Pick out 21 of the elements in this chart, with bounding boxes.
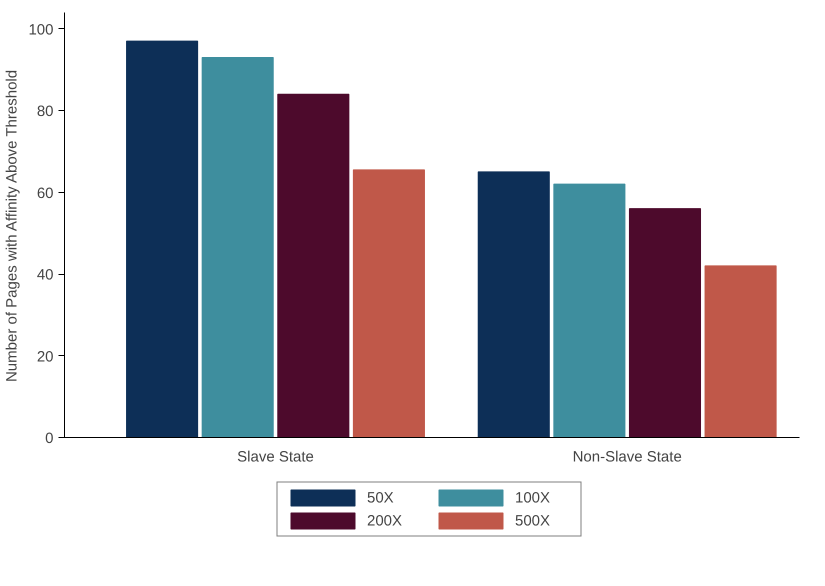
y-axis-title: Number of Pages with Affinity Above Threshold [3,70,20,382]
bar [352,169,425,438]
y-tick-label: 80 [36,103,54,120]
y-tick-label: 100 [28,21,54,38]
y-tick-label: 0 [45,430,54,447]
y-tick-label: 20 [36,348,54,366]
y-tick-label: 40 [36,266,54,284]
x-tick-label: Non-Slave State [572,448,682,466]
legend-label: 100X [515,489,552,506]
bar [202,56,274,438]
bar [478,171,550,438]
x-tick-label: Slave State [237,448,314,466]
bar [628,208,702,438]
y-tick-label: 60 [36,184,54,202]
bar [126,40,198,438]
legend-label: 50X [367,489,395,506]
legend-label: 500X [515,512,552,529]
legend-label: 200X [367,512,404,529]
bar [704,265,777,438]
bar [277,94,350,438]
bar [553,184,626,438]
